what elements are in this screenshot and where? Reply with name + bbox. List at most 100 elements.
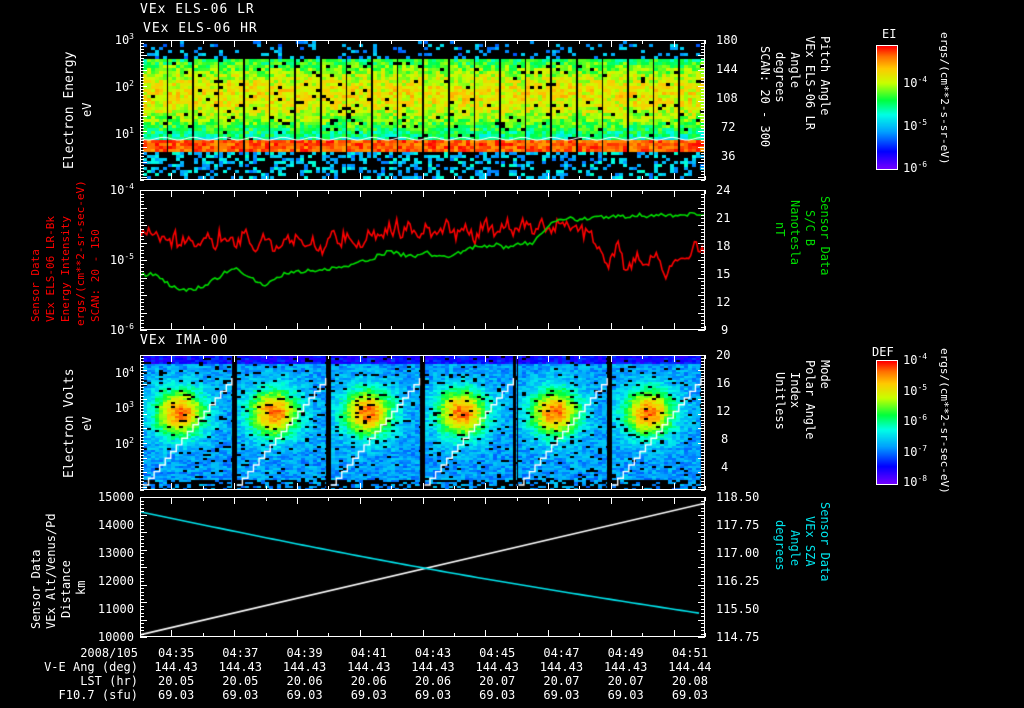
ve-ang-cell: 144.43 — [347, 660, 391, 674]
panel2-right-label-3: nT — [773, 222, 787, 237]
cb2-t0-exp: -4 — [917, 352, 928, 361]
f107-cell: 69.03 — [414, 688, 452, 702]
cb1-t0-mant: 10 — [903, 76, 918, 90]
colorbar1-tick-1: 10-5 — [903, 118, 927, 133]
f107-cell: 69.03 — [543, 688, 580, 702]
panel1-rtick-0: 180 — [716, 33, 738, 47]
ve-ang-cell: 144.43 — [411, 660, 455, 674]
panel3-title: VEx IMA-00 — [140, 333, 229, 348]
time-cell: 04:37 — [222, 646, 259, 660]
panel4-ytick-0: 15000 — [97, 490, 134, 504]
f107-cell: 69.03 — [479, 688, 516, 702]
panel2-rtick-2: 18 — [716, 239, 731, 253]
panel1-title-lr: VEx ELS-06 LR — [140, 2, 255, 17]
panel2-rtick-4: 12 — [716, 295, 731, 309]
panel2-right-label-0: Sensor Data — [818, 196, 832, 276]
panel4-plot — [140, 497, 705, 637]
cb2-t1-exp: -5 — [917, 383, 928, 392]
panel4-left-label-1: VEx Alt/Venus/Pd — [44, 513, 58, 629]
panel3-left-axis-label: Electron Volts — [62, 368, 77, 478]
colorbar1-tick-0: 10-4 — [903, 75, 927, 90]
lst-cell: 20.06 — [350, 674, 387, 688]
cb2-t0-mant: 10 — [903, 353, 918, 367]
panel2-plot — [140, 190, 705, 330]
lst-cell: 20.08 — [671, 674, 708, 688]
cb2-t3-mant: 10 — [903, 445, 918, 459]
panel2-rtick-1: 21 — [716, 211, 731, 225]
panel1-ytick-1: 102 — [88, 79, 134, 94]
cb2-t1-mant: 10 — [903, 384, 918, 398]
panel3-ytick-1: 103 — [88, 400, 134, 415]
panel2-left-label-1: VEx ELS-06 LR-Bk — [44, 216, 57, 322]
cb1-t1-mant: 10 — [903, 119, 918, 133]
panel2-ytick-1: 10-5 — [88, 252, 134, 267]
lst-cell: 20.07 — [479, 674, 516, 688]
f107-cell: 69.03 — [286, 688, 323, 702]
colorbar2-tick-1: 10-5 — [903, 383, 927, 398]
panel4-left-label-0: Sensor Data — [29, 549, 43, 629]
cb1-t2-exp: -6 — [917, 160, 928, 169]
cb1-t0-exp: -4 — [917, 75, 928, 84]
panel4-rtick-4: 115.50 — [716, 602, 760, 616]
panel1-ytick-1-exp: 2 — [129, 79, 134, 88]
lst-cell: 20.07 — [607, 674, 644, 688]
ve-ang-cell: 144.43 — [475, 660, 519, 674]
panel4-rtick-5: 114.75 — [716, 630, 760, 644]
panel1-right-label-3: degrees — [773, 52, 787, 103]
f107-cell: 69.03 — [222, 688, 259, 702]
panel1-ytick-0-exp: 3 — [129, 32, 134, 41]
table-row: LST (hr) 20.05 20.05 20.06 20.06 20.06 2… — [10, 674, 722, 688]
panel2-left-label-2: Energy Intensity — [59, 216, 72, 322]
panel2-left-label-3: ergs/(cm**2-sr-sec-eV) — [74, 180, 87, 326]
colorbar2-units: ergs/(cm**2-sr-sec-eV) — [938, 348, 951, 494]
bottom-data-table: 2008/105 04:35 04:37 04:39 04:41 04:43 0… — [10, 646, 722, 702]
panel1-right-label-4: SCAN: 20 - 300 — [758, 46, 772, 148]
ve-ang-cell: 144.43 — [282, 660, 327, 674]
row-label-lst: LST (hr) — [80, 674, 138, 688]
panel2-left-label-0: Sensor Data — [29, 249, 42, 322]
panel1-right-label-1: VEx ELS-06 LR — [803, 36, 817, 130]
panel4-right-label-2: Angle — [788, 530, 802, 567]
cb1-t1-exp: -5 — [917, 118, 928, 127]
panel4-rtick-2: 117.00 — [716, 546, 760, 560]
colorbar2-tick-4: 10-8 — [903, 474, 927, 489]
colorbar1-tick-2: 10-6 — [903, 160, 927, 175]
colorbar2 — [876, 360, 898, 485]
time-cell: 04:43 — [414, 646, 452, 660]
row-label-date: 2008/105 — [80, 646, 138, 660]
ve-ang-cell: 144.43 — [539, 660, 584, 674]
panel1-right-label-0: Pitch Angle — [818, 36, 832, 116]
panel4-rtick-1: 117.75 — [716, 518, 760, 532]
panel3-ytick-2: 102 — [88, 436, 134, 451]
panel1-ytick-0: 103 — [88, 32, 134, 47]
p2-t1-exp: -5 — [124, 252, 134, 261]
time-cell: 04:39 — [286, 646, 323, 660]
panel1-left-units-text: eV — [80, 102, 94, 118]
lst-cell: 20.05 — [158, 674, 195, 688]
panel4-ytick-1: 14000 — [97, 518, 134, 532]
panel3-right-label-2: Index — [788, 372, 802, 409]
panel4-rtick-3: 116.25 — [716, 574, 760, 588]
time-cell: 04:45 — [479, 646, 516, 660]
panel2-right-label-2: Nanotesla — [788, 200, 802, 266]
p3-t2-exp: 2 — [129, 436, 134, 445]
panel1-left-axis-title: Electron Energy — [62, 51, 77, 169]
p2-t1-mant: 10 — [109, 253, 125, 267]
table-row: F10.7 (sfu) 69.03 69.03 69.03 69.03 69.0… — [10, 688, 722, 702]
panel3-right-label-3: Unitless — [773, 372, 787, 430]
panel2-ytick-0: 10-4 — [88, 182, 134, 197]
p3-t1-exp: 3 — [129, 400, 134, 409]
panel4-ytick-3: 12000 — [97, 574, 134, 588]
f107-cell: 69.03 — [607, 688, 644, 702]
panel4-right-label-1: VEx SZA — [803, 516, 817, 567]
panel1-ytick-0-mant: 10 — [114, 33, 130, 47]
p3-t0-exp: 4 — [129, 365, 134, 374]
colorbar2-tick-2: 10-6 — [903, 413, 927, 428]
colorbar1-units: ergs/(cm**2-s-sr-eV) — [938, 32, 951, 165]
colorbar1 — [876, 45, 898, 170]
time-cell: 04:49 — [607, 646, 644, 660]
panel1-title-hr: VEx ELS-06 HR — [143, 21, 258, 36]
panel1-rtick-3: 72 — [721, 120, 736, 134]
p2-t2-mant: 10 — [109, 323, 125, 337]
panel2-rtick-0: 24 — [716, 183, 731, 197]
